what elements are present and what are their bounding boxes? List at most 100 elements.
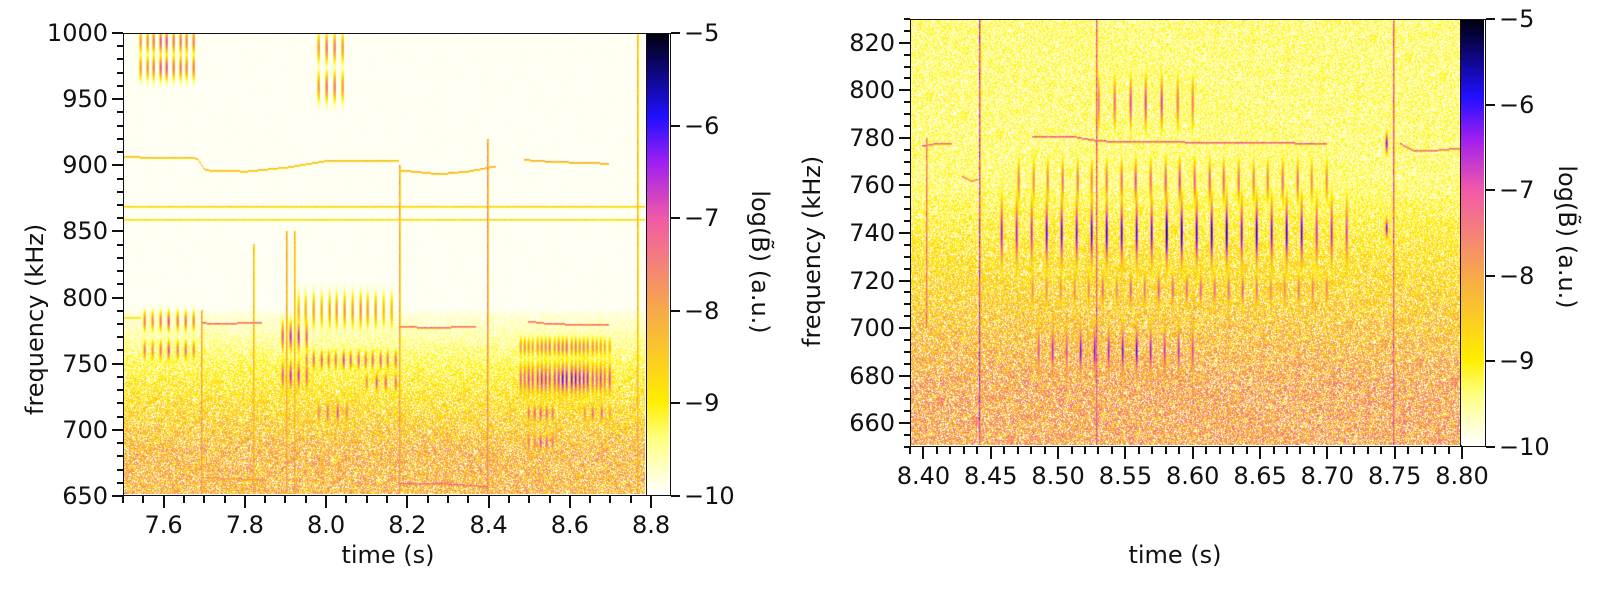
tick-mark <box>117 217 123 220</box>
tick-mark <box>117 190 123 193</box>
tick-mark <box>1380 447 1383 454</box>
tick-mark <box>904 362 910 365</box>
tick-mark <box>112 296 123 299</box>
tick-mark <box>904 160 910 163</box>
tick-mark <box>1030 447 1033 454</box>
tick-mark <box>904 148 910 151</box>
tick-mark <box>1461 447 1463 459</box>
tick-mark <box>899 184 910 187</box>
x-tick-label: 8.75 <box>1367 462 1422 490</box>
tick-mark <box>904 267 910 270</box>
tick-mark <box>1407 447 1410 454</box>
colorbar-tick-label: −7 <box>684 204 720 233</box>
x-tick-label: 7.8 <box>225 511 264 539</box>
left-spectrogram-image <box>124 34 645 494</box>
tick-mark <box>671 32 680 34</box>
tick-mark <box>1486 274 1495 277</box>
tick-mark <box>1366 447 1369 454</box>
tick-mark <box>1016 447 1019 454</box>
tick-mark <box>117 283 123 286</box>
tick-mark <box>304 496 307 503</box>
colorbar-tick-label: −8 <box>684 296 720 325</box>
tick-mark <box>909 447 911 454</box>
tick-mark <box>117 256 123 259</box>
tick-mark <box>1353 447 1356 454</box>
tick-mark <box>117 336 123 339</box>
tick-mark <box>1205 447 1208 454</box>
tick-mark <box>528 496 531 503</box>
tick-mark <box>962 447 965 454</box>
right-colorbar-gradient <box>1461 20 1484 445</box>
tick-mark <box>904 172 910 175</box>
y-tick-label: 800 <box>62 283 108 312</box>
tick-mark <box>904 18 910 20</box>
tick-mark <box>899 136 910 139</box>
left-colorbar <box>646 33 671 496</box>
tick-mark <box>243 496 246 508</box>
tick-mark <box>904 386 910 389</box>
tick-mark <box>426 496 429 503</box>
tick-mark <box>629 496 632 503</box>
tick-mark <box>1420 447 1423 454</box>
tick-mark <box>899 232 910 234</box>
tick-mark <box>1486 446 1495 448</box>
tick-mark <box>1434 447 1437 454</box>
tick-mark <box>117 151 123 154</box>
tick-mark <box>671 124 680 127</box>
tick-mark <box>904 243 910 246</box>
tick-mark <box>589 496 592 503</box>
colorbar-tick-label: −7 <box>1499 176 1535 205</box>
tick-mark <box>1097 447 1100 454</box>
tick-mark <box>609 496 612 503</box>
tick-mark <box>117 389 123 392</box>
tick-mark <box>487 496 490 508</box>
tick-mark <box>904 77 910 80</box>
y-tick-label: 740 <box>849 219 895 247</box>
y-tick-label: 750 <box>62 349 108 378</box>
tick-mark <box>1486 189 1495 192</box>
tick-mark <box>203 496 206 503</box>
y-tick-label: 700 <box>62 415 108 444</box>
tick-mark <box>1299 447 1302 454</box>
y-tick-label: 760 <box>849 171 895 200</box>
tick-mark <box>568 496 571 508</box>
tick-mark <box>904 434 910 437</box>
tick-mark <box>117 468 123 471</box>
tick-mark <box>117 402 123 405</box>
x-tick-label: 8.65 <box>1233 462 1287 490</box>
tick-mark <box>904 315 910 318</box>
tick-mark <box>1164 447 1167 454</box>
tick-mark <box>1178 447 1181 454</box>
tick-mark <box>1124 447 1127 459</box>
tick-mark <box>1339 447 1342 454</box>
tick-mark <box>671 217 680 220</box>
tick-mark <box>117 270 123 273</box>
tick-mark <box>112 230 123 233</box>
x-tick-label: 8.80 <box>1435 462 1489 490</box>
tick-mark <box>899 89 910 92</box>
colorbar-tick-label: −8 <box>1499 261 1535 290</box>
right-colorbar <box>1460 19 1486 447</box>
left-spectrogram-panel: frequency (kHz) 650 700 750 800 850 900 950 100… <box>21 19 774 567</box>
tick-mark <box>406 496 409 508</box>
tick-mark <box>117 58 123 61</box>
x-tick-label: 8.45 <box>964 462 1018 490</box>
tick-mark <box>1070 447 1073 454</box>
tick-mark <box>1272 447 1275 454</box>
tick-mark <box>112 164 123 167</box>
tick-mark <box>117 375 123 378</box>
x-tick-label: 8.50 <box>1031 462 1085 490</box>
tick-mark <box>117 45 123 48</box>
y-tick-label: 950 <box>62 85 108 114</box>
tick-mark <box>1043 447 1046 454</box>
right-spectrogram-image <box>911 20 1460 445</box>
tick-mark <box>1447 447 1450 454</box>
tick-mark <box>112 32 123 34</box>
y-tick-label: 1000 <box>46 19 108 47</box>
tick-mark <box>182 496 185 503</box>
y-tick-label: 650 <box>62 482 108 510</box>
colorbar-tick-label: −9 <box>1499 347 1535 376</box>
tick-mark <box>223 496 226 503</box>
tick-mark <box>1393 447 1396 459</box>
